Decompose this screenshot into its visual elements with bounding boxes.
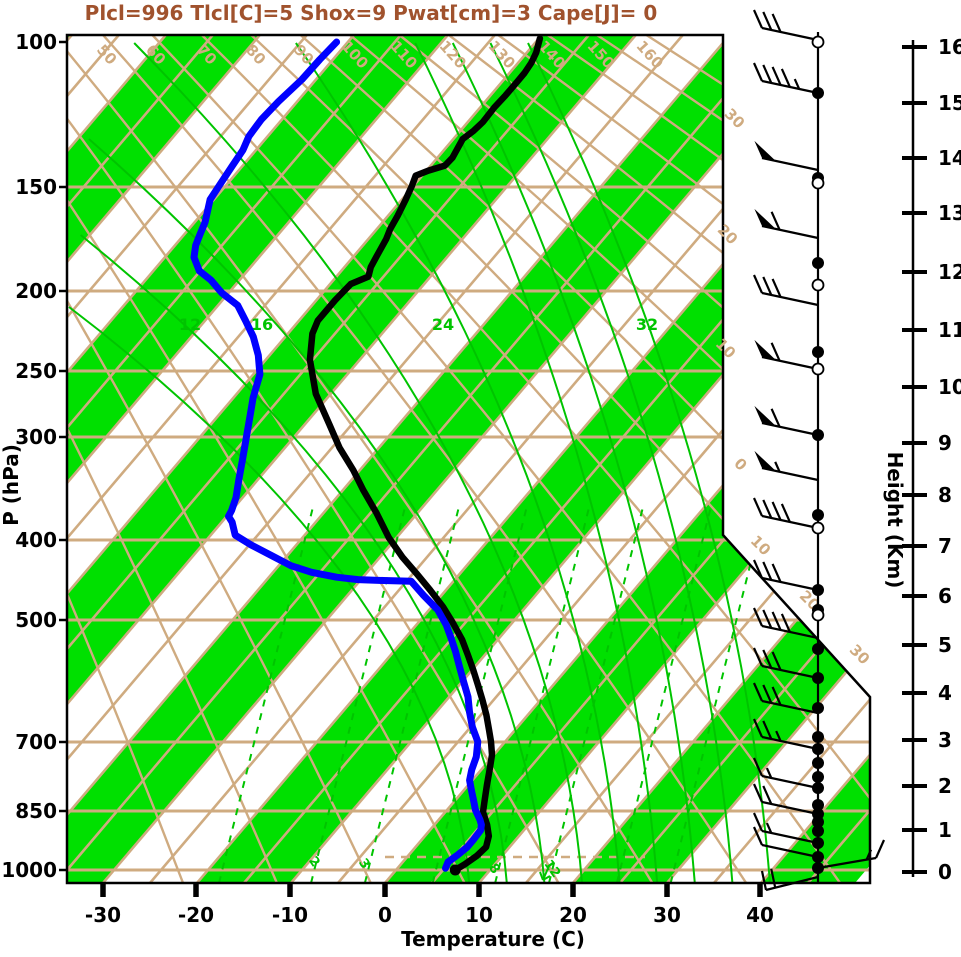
height-tick-label: 8	[938, 483, 952, 507]
height-tick-label: 14	[938, 146, 961, 170]
temperature-tick-label: 40	[746, 903, 774, 927]
pressure-tick-label: 850	[15, 799, 57, 823]
pressure-tick-label: 200	[15, 279, 57, 303]
height-tick-label: 9	[938, 431, 952, 455]
height-tick-label: 16	[938, 35, 961, 59]
height-tick-label: 12	[938, 260, 961, 284]
pressure-axis: 100 150 200 250 300 400 500 700 850 1000 P (hPa)	[0, 30, 67, 882]
wind-level-circle	[811, 278, 825, 292]
wind-level-dot	[812, 731, 824, 743]
height-tick-label: 0	[938, 860, 952, 884]
moist-adiabat-label: 12	[179, 315, 201, 334]
dry-adiabat-label: 50	[93, 41, 120, 69]
pressure-tick-label: 250	[15, 359, 57, 383]
surface-observation-dot	[449, 864, 461, 876]
pressure-tick-label: 500	[15, 608, 57, 632]
height-tick-label: 10	[938, 375, 961, 399]
temperature-tick-label: 30	[653, 903, 681, 927]
isotherm-edge-label: 30	[721, 105, 748, 132]
wind-level-dot	[812, 825, 824, 837]
height-tick-label: 3	[938, 728, 952, 752]
wind-level-dot	[812, 816, 824, 828]
height-tick-label: 2	[938, 774, 952, 798]
dewpoint-curve	[190, 38, 485, 872]
wind-level-dot	[812, 257, 824, 269]
temperature-tick-label: 10	[465, 903, 493, 927]
wind-level-dot	[812, 799, 824, 811]
pressure-tick-label: 300	[15, 425, 57, 449]
temperature-tick-label: -20	[178, 903, 214, 927]
wind-level-circle	[811, 362, 825, 376]
temperature-tick-label: -10	[272, 903, 308, 927]
temperature-tick-label: 20	[559, 903, 587, 927]
plot-frame	[65, 33, 872, 885]
isotherm-edge-label: 30	[846, 641, 873, 668]
isotherm-edge-label: 0	[730, 454, 750, 474]
pressure-tick-label: 100	[15, 30, 57, 54]
wind-level-circle	[811, 521, 825, 535]
height-tick-label: 1	[938, 818, 952, 842]
moist-adiabat-label: 16	[251, 315, 273, 334]
moist-adiabat-label: 24	[432, 315, 454, 334]
wind-level-dot	[812, 584, 824, 596]
temperature-axis-title: Temperature (C)	[401, 927, 585, 951]
wind-level-dot	[812, 87, 824, 99]
wind-level-dot	[812, 782, 824, 794]
isotherm-edge-label: 20	[714, 221, 741, 248]
height-tick-label: 13	[938, 201, 961, 225]
moist-adiabat-label: 32	[636, 315, 658, 334]
wind-level-dot	[812, 672, 824, 684]
height-tick-label: 6	[938, 584, 952, 608]
chart-title: Plcl=996 Tlcl[C]=5 Shox=9 Pwat[cm]=3 Cap…	[84, 1, 658, 25]
wind-level-dot	[812, 837, 824, 849]
pressure-tick-label: 150	[15, 175, 57, 199]
temperature-axis: -30 -20 -10 0 10 20 30 40 Temperature (C)	[85, 884, 774, 951]
wind-level-dot	[812, 643, 824, 655]
wind-level-circle	[811, 608, 825, 622]
wind-level-dot	[812, 429, 824, 441]
height-tick-label: 11	[938, 318, 961, 342]
temperature-tick-label: -30	[85, 903, 121, 927]
wind-level-circle	[811, 35, 825, 49]
wind-level-dot	[812, 757, 824, 769]
pressure-tick-label: 700	[15, 730, 57, 754]
pressure-axis-title: P (hPa)	[0, 444, 23, 526]
height-tick-label: 7	[938, 534, 952, 558]
wind-level-dot	[812, 771, 824, 783]
pressure-tick-label: 400	[15, 528, 57, 552]
wind-level-dot	[812, 346, 824, 358]
height-axis-title: Height (Km)	[883, 452, 907, 589]
wind-level-dot	[812, 743, 824, 755]
dry-adiabat-label: 160	[633, 37, 667, 72]
height-tick-label: 15	[938, 91, 961, 115]
plot-area	[67, 35, 870, 883]
temperature-tick-label: 0	[378, 903, 392, 927]
wind-level-circle	[811, 176, 825, 190]
wind-level-dot	[812, 862, 824, 874]
temperature-curve	[306, 35, 544, 874]
height-tick-label: 4	[938, 681, 952, 705]
isotherm-edge-label: 10	[747, 532, 774, 559]
pressure-tick-label: 1000	[1, 858, 57, 882]
wind-level-dot	[812, 509, 824, 521]
height-tick-label: 5	[938, 633, 952, 657]
wind-level-dot	[812, 702, 824, 714]
wind-level-dot	[812, 851, 824, 863]
wind-barb-column	[752, 9, 886, 892]
